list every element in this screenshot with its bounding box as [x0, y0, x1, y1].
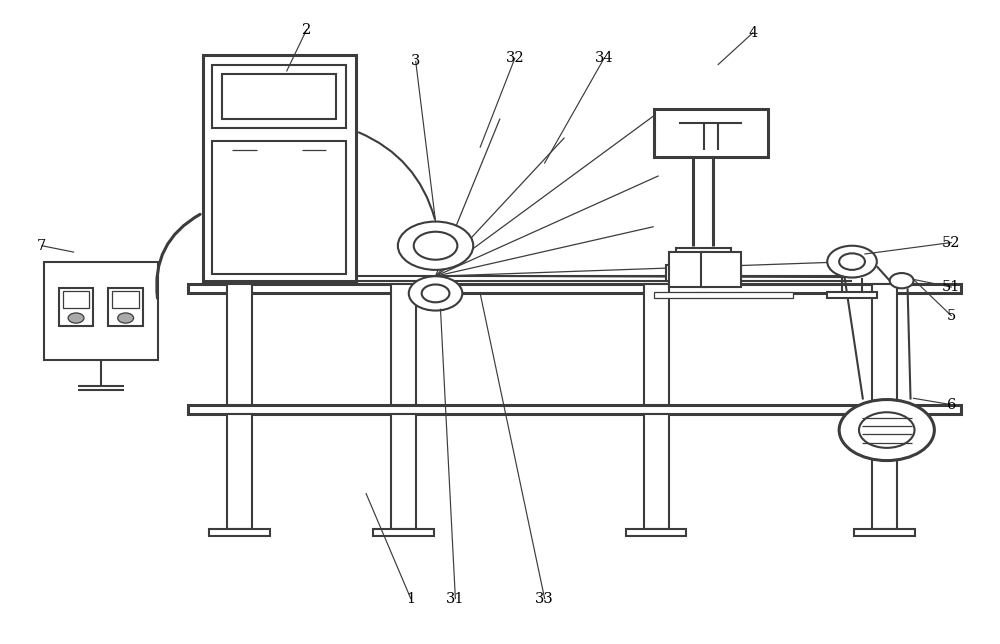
Circle shape [839, 399, 934, 460]
Text: 31: 31 [446, 592, 465, 605]
Text: 33: 33 [535, 592, 554, 605]
Text: 51: 51 [942, 280, 960, 294]
Bar [59, 287, 93, 326]
Circle shape [68, 313, 84, 323]
Bar [188, 284, 961, 294]
Text: 34: 34 [595, 52, 613, 65]
Circle shape [422, 285, 449, 302]
Text: 6: 6 [947, 397, 956, 412]
Bar [212, 141, 346, 274]
Bar [44, 261, 158, 360]
Text: 7: 7 [37, 239, 46, 252]
Circle shape [827, 246, 877, 278]
Bar [222, 74, 336, 118]
Bar [654, 292, 793, 298]
Text: 4: 4 [748, 26, 758, 40]
Bar [676, 248, 731, 268]
Bar [227, 414, 252, 529]
Bar [644, 414, 669, 529]
Bar [63, 291, 89, 308]
Bar [413, 291, 458, 298]
Bar [391, 414, 416, 529]
Bar [188, 404, 961, 414]
Text: 1: 1 [406, 592, 415, 605]
Bar [373, 529, 434, 536]
Bar [701, 252, 741, 287]
Circle shape [839, 253, 865, 270]
Bar [669, 252, 708, 287]
Bar [203, 55, 356, 281]
Bar [872, 284, 897, 404]
Circle shape [409, 276, 462, 310]
Bar [666, 265, 741, 281]
Bar [872, 414, 897, 529]
Circle shape [118, 313, 134, 323]
Bar [854, 529, 915, 536]
Bar [108, 287, 143, 326]
Text: 32: 32 [506, 52, 524, 65]
Bar [209, 529, 270, 536]
Circle shape [398, 222, 473, 270]
Text: 2: 2 [302, 23, 311, 37]
Bar [227, 284, 252, 404]
Circle shape [414, 232, 457, 260]
Text: 5: 5 [947, 308, 956, 323]
Text: 52: 52 [942, 236, 960, 249]
Bar [391, 284, 416, 404]
Bar [644, 284, 669, 404]
Circle shape [890, 273, 914, 289]
Bar [827, 292, 877, 298]
Bar [112, 291, 139, 308]
Circle shape [859, 412, 915, 448]
Bar [654, 109, 768, 156]
Bar [212, 64, 346, 128]
Bar [626, 529, 686, 536]
Text: 3: 3 [411, 54, 420, 68]
